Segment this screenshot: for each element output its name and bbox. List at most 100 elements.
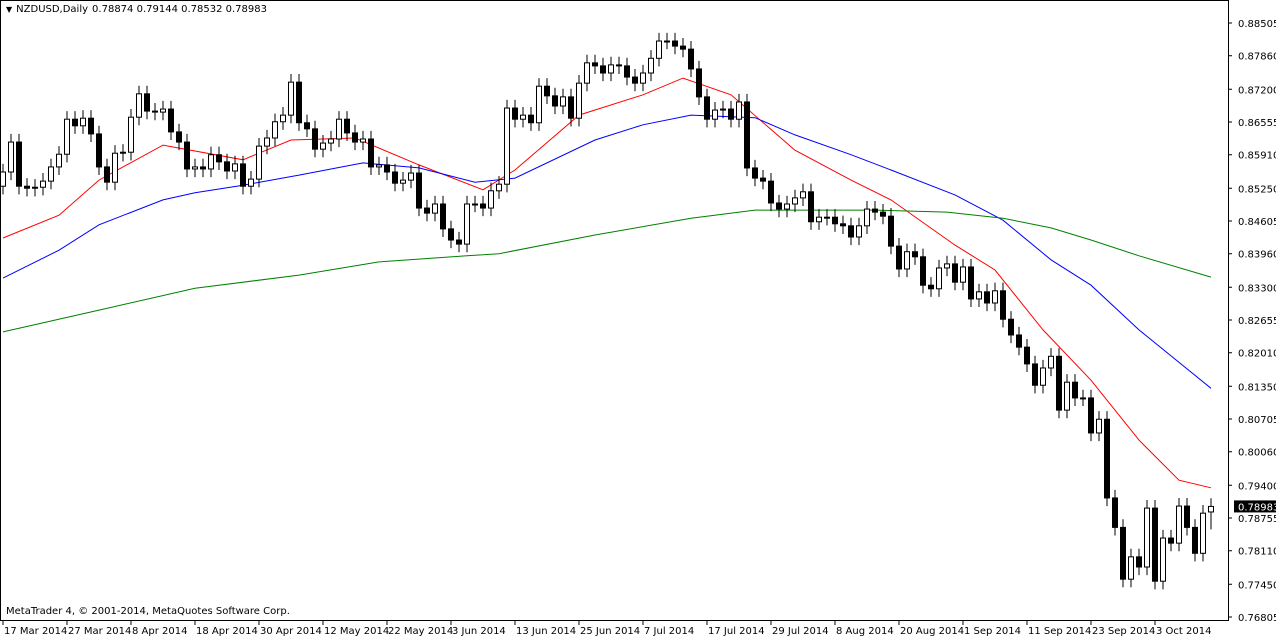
- date-tick-label: 23 Sep 2014: [1092, 626, 1155, 637]
- bull-candle-body: [336, 118, 342, 140]
- bear-candle-body: [384, 164, 390, 173]
- candle: [88, 110, 94, 143]
- bear-candle-body: [480, 203, 486, 209]
- bear-candle-body: [920, 256, 926, 286]
- bear-candle-body: [24, 185, 30, 189]
- candle: [960, 258, 966, 291]
- bear-candle-body: [456, 239, 462, 245]
- candle: [712, 101, 718, 128]
- bear-candle-body: [1136, 556, 1142, 568]
- bear-candle-body: [672, 40, 678, 47]
- candle: [600, 57, 606, 82]
- candle: [1096, 411, 1102, 442]
- bull-candle-body: [640, 72, 646, 84]
- bull-candle-body: [80, 117, 86, 127]
- ohlc-label: 0.78874 0.79144 0.78532 0.78983: [92, 4, 267, 15]
- price-tick-label: 0.76805: [1238, 613, 1276, 624]
- candle: [328, 130, 334, 152]
- candle: [1056, 348, 1062, 419]
- bull-candle-body: [40, 180, 46, 188]
- current-price-box: [1234, 500, 1276, 513]
- bear-candle-body: [312, 128, 318, 150]
- bear-candle-body: [176, 131, 182, 143]
- candle: [736, 93, 742, 128]
- candle: [288, 74, 294, 124]
- candle: [280, 107, 286, 130]
- bull-candle-body: [280, 114, 286, 123]
- candle: [368, 130, 374, 176]
- candle: [376, 156, 382, 176]
- candle: [32, 179, 38, 197]
- price-tick-label: 0.82655: [1238, 316, 1276, 327]
- candle: [936, 259, 942, 297]
- candle: [344, 111, 350, 142]
- bear-candle-body: [600, 65, 606, 74]
- bear-candle-body: [304, 122, 310, 130]
- date-tick-label: 22 May 2014: [388, 626, 453, 637]
- candle: [208, 146, 214, 178]
- candle: [872, 200, 878, 221]
- bull-candle-body: [1160, 537, 1166, 582]
- candle: [728, 100, 734, 128]
- candle: [1200, 505, 1206, 562]
- candle: [384, 156, 390, 181]
- bull-candle-body: [1144, 507, 1150, 568]
- candle: [48, 158, 54, 190]
- date-tick-label: 8 Apr 2014: [132, 626, 187, 637]
- moving-average-line-1: [2, 77, 1212, 489]
- bull-candle-body: [1040, 367, 1046, 386]
- price-tick-label: 0.78755: [1238, 514, 1276, 525]
- bull-candle-body: [520, 114, 526, 120]
- candle: [40, 173, 46, 196]
- bear-candle-body: [1088, 397, 1094, 434]
- candle: [360, 130, 366, 151]
- candle: [768, 173, 774, 212]
- candle: [16, 133, 22, 195]
- candle: [160, 100, 166, 121]
- bull-candle-body: [992, 290, 998, 304]
- date-tick-label: 12 May 2014: [324, 626, 389, 637]
- price-tick-label: 0.83960: [1238, 250, 1276, 261]
- triangle-down-icon[interactable]: ▼: [6, 5, 13, 14]
- bear-candle-body: [1184, 505, 1190, 528]
- price-tick-label: 0.80060: [1238, 448, 1276, 459]
- bull-candle-body: [400, 179, 406, 184]
- candle: [880, 203, 886, 225]
- candle: [688, 41, 694, 78]
- moving-average-line-3: [2, 209, 1212, 333]
- candle: [632, 68, 638, 92]
- bull-candle-body: [288, 81, 294, 116]
- bear-candle-body: [168, 108, 174, 133]
- candles: [0, 32, 1214, 590]
- bull-candle-body: [1200, 512, 1206, 554]
- bear-candle-body: [616, 64, 622, 67]
- candle: [752, 159, 758, 187]
- candle: [464, 195, 470, 253]
- candle: [536, 78, 542, 131]
- candle: [1128, 548, 1134, 588]
- bear-candle-body: [752, 167, 758, 179]
- bull-candle-body: [64, 118, 70, 155]
- date-tick-label: 3 Jun 2014: [452, 626, 506, 637]
- candle: [120, 144, 126, 162]
- candle: [704, 88, 710, 128]
- candle: [128, 109, 134, 161]
- candle: [112, 145, 118, 191]
- candle: [984, 283, 990, 312]
- price-tick-label: 0.78110: [1238, 547, 1276, 558]
- candle: [104, 158, 110, 191]
- bull-candle-body: [800, 191, 806, 199]
- bull-candle-body: [496, 183, 502, 192]
- bear-candle-body: [848, 225, 854, 238]
- candle: [968, 258, 974, 308]
- candle: [400, 172, 406, 192]
- candle: [576, 75, 582, 127]
- candle: [944, 255, 950, 277]
- bull-candle-body: [360, 138, 366, 143]
- bull-candle-body: [792, 197, 798, 205]
- candle: [560, 88, 566, 115]
- bear-candle-body: [368, 138, 374, 168]
- price-tick-label: 0.80705: [1238, 415, 1276, 426]
- price-tick-label: 0.85910: [1238, 151, 1276, 162]
